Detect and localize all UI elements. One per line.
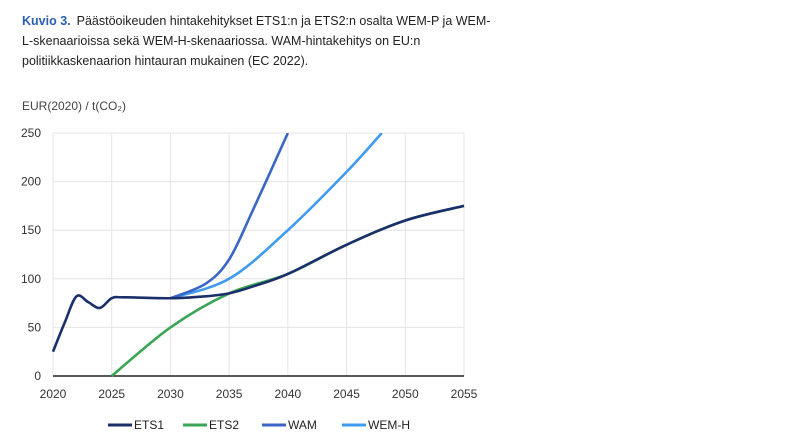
legend-label-wem-h: WEM-H	[368, 418, 410, 432]
y-tick-label: 200	[21, 175, 41, 189]
y-axis-label: EUR(2020) / t(CO₂)	[22, 99, 127, 113]
x-tick-label: 2025	[98, 387, 125, 401]
x-tick-label: 2035	[216, 387, 243, 401]
caption-text: Päästöoikeuden hintakehitykset ETS1:n ja…	[22, 14, 491, 68]
x-tick-label: 2045	[333, 387, 360, 401]
legend-label-ets2: ETS2	[209, 418, 239, 432]
series-line-wam	[169, 133, 290, 300]
x-tick-label: 2040	[275, 387, 302, 401]
x-tick-label: 2050	[392, 387, 419, 401]
y-tick-label: 0	[34, 369, 41, 383]
legend-label-ets1: ETS1	[134, 418, 164, 432]
y-tick-label: 100	[21, 272, 41, 286]
figure-caption: Kuvio 3. Päästöoikeuden hintakehitykset E…	[22, 11, 492, 71]
x-tick-label: 2020	[40, 387, 67, 401]
figure-label: Kuvio 3.	[22, 14, 71, 28]
series-line-wem-h	[170, 133, 383, 300]
x-tick-label: 2030	[157, 387, 184, 401]
y-tick-label: 150	[21, 223, 41, 237]
series-line-ets1	[51, 204, 465, 353]
y-tick-label: 50	[28, 320, 42, 334]
x-tick-label: 2055	[451, 387, 478, 401]
y-tick-label: 250	[21, 126, 41, 140]
legend-label-wam: WAM	[288, 418, 317, 432]
